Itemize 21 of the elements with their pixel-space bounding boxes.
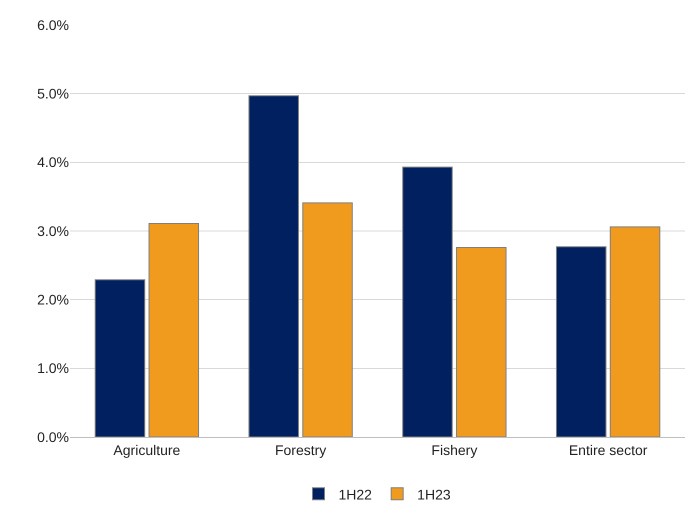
y-tick-label: 4.0% <box>37 154 69 170</box>
x-tick-label: Entire sector <box>568 442 648 458</box>
x-tick-label: Forestry <box>274 442 326 458</box>
y-tick-label: 2.0% <box>37 292 69 308</box>
legend-label: 1H23 <box>417 486 451 502</box>
bar <box>402 166 453 437</box>
bar <box>556 246 606 437</box>
x-tick-label: Fishery <box>431 442 478 458</box>
bar <box>610 226 660 437</box>
bar <box>456 246 507 437</box>
legend-label: 1H22 <box>338 486 372 502</box>
bar <box>302 202 353 437</box>
x-tick-label: Agriculture <box>113 442 181 458</box>
y-tick-label: 0.0% <box>37 428 69 445</box>
bar <box>248 95 299 437</box>
y-tick-label: 1.0% <box>37 360 69 376</box>
y-tick-label: 6.0% <box>37 16 69 33</box>
y-tick-label: 3.0% <box>37 222 69 239</box>
bar <box>94 279 146 437</box>
bar <box>148 222 200 437</box>
y-tick-label: 5.0% <box>37 86 69 102</box>
